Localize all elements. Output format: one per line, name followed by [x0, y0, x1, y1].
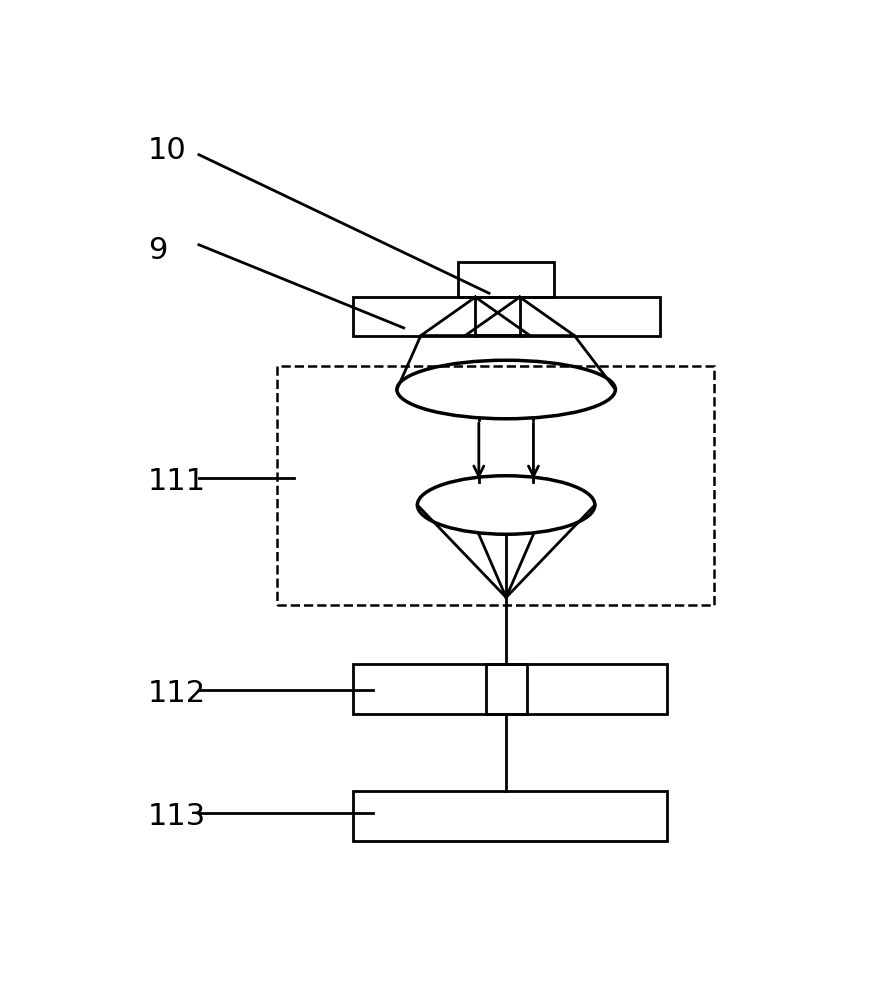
- Bar: [352, 664, 667, 714]
- Bar: [458, 262, 554, 297]
- Text: 111: 111: [148, 467, 206, 496]
- Bar: [278, 366, 714, 605]
- Text: 113: 113: [148, 802, 206, 831]
- Text: 9: 9: [148, 236, 167, 265]
- Bar: [485, 664, 527, 714]
- Bar: [352, 791, 667, 841]
- Text: 112: 112: [148, 679, 206, 708]
- Text: 10: 10: [148, 136, 187, 165]
- Bar: [352, 297, 660, 336]
